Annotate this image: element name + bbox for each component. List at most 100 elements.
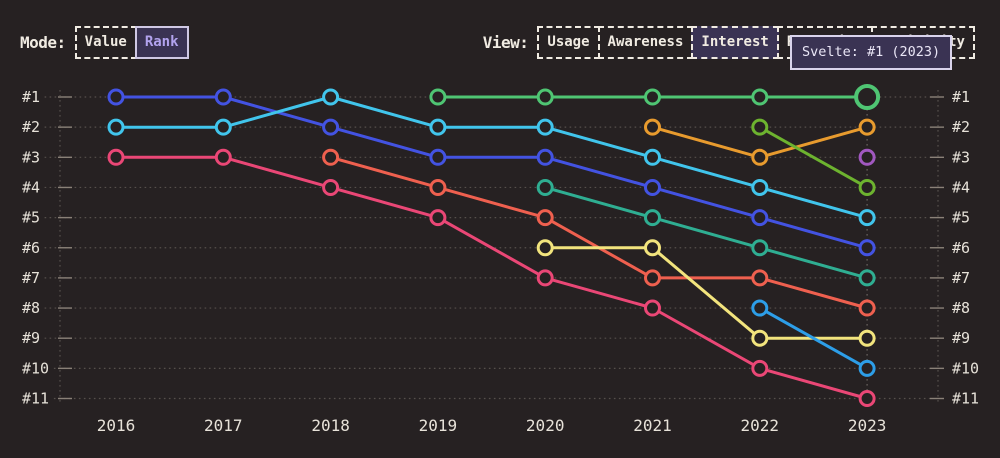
controls-row: Mode: Value Rank View: Usage Awareness Inte…: [0, 0, 1000, 70]
series-line-series-tomato: [329, 155, 869, 310]
year-label-2021: 2021: [633, 416, 672, 435]
data-point-series-blue-2021[interactable]: [644, 178, 661, 196]
tooltip-text: Svelte: #1 (2023): [802, 44, 941, 60]
tooltip: Svelte: #1 (2023): [790, 35, 953, 70]
year-label-2018: 2018: [311, 416, 350, 435]
rank-label-right-2: #2: [952, 118, 970, 136]
data-point-series-teal-2021[interactable]: [644, 209, 661, 227]
rank-label-right-9: #9: [952, 329, 970, 347]
series-line-series-blue: [114, 95, 869, 250]
data-point-series-pink-2019[interactable]: [429, 209, 447, 227]
data-point-series-blue-2016[interactable]: [107, 88, 125, 106]
data-point-series-pink-2022[interactable]: [751, 359, 769, 377]
data-point-series-blue-2022[interactable]: [751, 209, 769, 227]
data-point-series-purple-2023[interactable]: [858, 148, 876, 166]
rank-label-left-2: #2: [22, 118, 40, 136]
rank-label-right-11: #11: [952, 390, 979, 408]
data-point-series-cyan-2022[interactable]: [751, 178, 769, 196]
rank-label-right-3: #3: [952, 148, 970, 166]
data-point-Svelte-2022[interactable]: [751, 88, 769, 106]
data-point-series-amber-2023[interactable]: [858, 118, 876, 136]
data-point-series-blue-2023[interactable]: [858, 239, 876, 257]
series-line-series-pink: [114, 155, 869, 400]
data-point-series-yellow-2023[interactable]: [858, 329, 876, 347]
rank-label-left-6: #6: [22, 239, 40, 257]
rank-label-right-5: #5: [952, 209, 970, 227]
data-point-series-cyan-2017[interactable]: [214, 118, 232, 136]
mode-label: Mode:: [20, 33, 66, 52]
data-point-series-yellow-2021[interactable]: [644, 239, 661, 257]
series-line-series-cyan: [114, 95, 869, 220]
data-point-series-tomato-2021[interactable]: [644, 269, 661, 287]
data-point-series-cyan-2021[interactable]: [644, 148, 661, 166]
data-point-series-cyan-2018[interactable]: [322, 88, 340, 106]
data-point-Svelte-2020[interactable]: [536, 88, 554, 106]
data-point-series-teal-2023[interactable]: [858, 269, 876, 287]
mode-button-row: Value Rank: [74, 26, 189, 59]
data-point-series-amber-2021[interactable]: [644, 118, 661, 136]
data-point-series-teal-2020[interactable]: [536, 178, 554, 196]
data-point-Svelte-2023[interactable]: [854, 84, 881, 110]
year-label-2020: 2020: [526, 416, 565, 435]
rank-label-left-7: #7: [22, 269, 40, 287]
year-label-2019: 2019: [419, 416, 458, 435]
year-label-2023: 2023: [848, 416, 887, 435]
data-point-Svelte-2021[interactable]: [644, 88, 661, 106]
data-point-series-pink-2017[interactable]: [214, 148, 232, 166]
data-point-series-tomato-2020[interactable]: [536, 209, 554, 227]
rank-label-right-6: #6: [952, 239, 970, 257]
data-point-series-pink-2021[interactable]: [644, 299, 661, 317]
data-point-series-tomato-2022[interactable]: [751, 269, 769, 287]
mode-toggle: Mode: Value Rank: [20, 26, 189, 59]
data-point-series-yellow-2022[interactable]: [751, 329, 769, 347]
rank-label-left-8: #8: [22, 299, 40, 317]
data-point-series-lime-2022[interactable]: [751, 118, 769, 136]
data-point-series-azure-2022[interactable]: [751, 299, 769, 317]
mode-option-value[interactable]: Value: [74, 26, 137, 59]
data-point-Svelte-2019[interactable]: [429, 88, 447, 106]
data-point-series-tomato-2023[interactable]: [858, 299, 876, 317]
view-label: View:: [482, 33, 529, 52]
data-point-series-pink-2016[interactable]: [107, 148, 125, 166]
data-point-series-cyan-2023[interactable]: [858, 209, 876, 227]
view-toggle: View: UsageAwarenessInterestRetentionPos…: [483, 26, 975, 59]
view-button-row: UsageAwarenessInterestRetentionPositivit…: [537, 26, 975, 59]
mode-option-rank[interactable]: Rank: [134, 26, 189, 59]
series-line-series-azure: [758, 306, 869, 370]
rank-label-left-3: #3: [22, 148, 40, 166]
rank-label-right-7: #7: [952, 269, 970, 287]
rank-label-right-1: #1: [952, 88, 970, 106]
data-point-series-cyan-2019[interactable]: [429, 118, 447, 136]
rank-label-left-4: #4: [22, 178, 40, 196]
view-option-usage[interactable]: Usage: [537, 26, 600, 59]
data-point-series-pink-2020[interactable]: [536, 269, 554, 287]
data-point-series-tomato-2019[interactable]: [429, 178, 447, 196]
year-label-2016: 2016: [97, 416, 136, 435]
rank-label-left-5: #5: [22, 209, 40, 227]
data-point-series-blue-2018[interactable]: [322, 118, 340, 136]
data-point-series-amber-2022[interactable]: [751, 148, 769, 166]
rank-label-left-11: #11: [22, 390, 49, 408]
rank-label-left-9: #9: [22, 329, 40, 347]
data-point-series-pink-2018[interactable]: [322, 178, 340, 196]
data-point-series-cyan-2020[interactable]: [536, 118, 554, 136]
data-point-series-azure-2023[interactable]: [858, 359, 876, 377]
series-line-series-teal: [543, 185, 869, 280]
data-point-series-cyan-2016[interactable]: [107, 118, 125, 136]
year-label-2022: 2022: [741, 416, 780, 435]
data-point-series-tomato-2018[interactable]: [322, 148, 340, 166]
data-point-series-blue-2020[interactable]: [536, 148, 554, 166]
rank-label-right-10: #10: [952, 359, 979, 377]
data-point-series-teal-2022[interactable]: [751, 239, 769, 257]
rank-label-right-8: #8: [952, 299, 970, 317]
data-point-series-pink-2023[interactable]: [858, 390, 876, 407]
view-option-awareness[interactable]: Awareness: [597, 26, 694, 59]
view-option-interest[interactable]: Interest: [691, 26, 779, 59]
data-point-series-yellow-2020[interactable]: [536, 239, 554, 257]
data-point-series-blue-2017[interactable]: [214, 88, 232, 106]
year-label-2017: 2017: [204, 416, 243, 435]
data-point-series-blue-2019[interactable]: [429, 148, 447, 166]
data-point-series-lime-2023[interactable]: [858, 178, 876, 196]
rank-label-left-10: #10: [22, 359, 49, 377]
